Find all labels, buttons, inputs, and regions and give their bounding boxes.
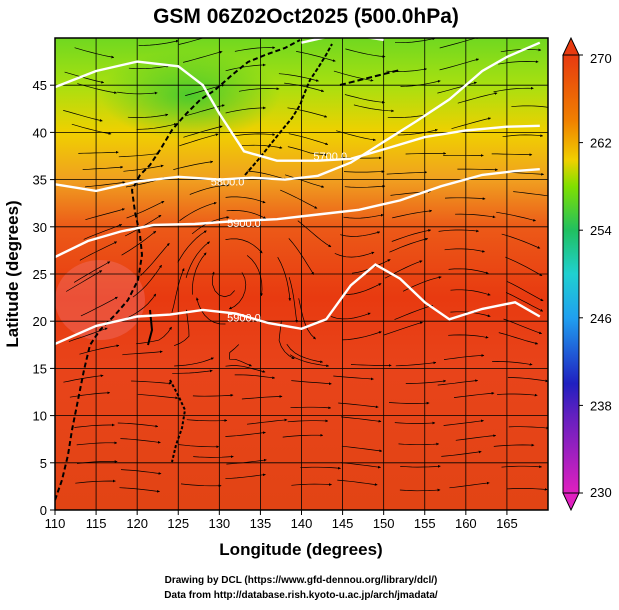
x-tick-label: 125: [167, 516, 189, 531]
x-tick-label: 155: [414, 516, 436, 531]
y-tick-label: 30: [33, 220, 47, 235]
colorbar-tick-label: 230: [590, 485, 612, 500]
colorbar: 230 238 246 254 262 270: [563, 38, 612, 510]
y-tick-label: 45: [33, 78, 47, 93]
y-tick-label: 25: [33, 267, 47, 282]
plot-area: 5700.0 5800.0 5900.0 5900.0: [55, 33, 553, 510]
y-tick-label: 0: [40, 503, 47, 518]
x-axis-ticks: 110 115 120 125 130 135 140 145 150 155 160 165: [45, 510, 518, 531]
y-axis-ticks: 0 5 10 15 20 25 30 35 40 45: [33, 78, 55, 518]
x-tick-label: 140: [291, 516, 313, 531]
credit-data: Data from http://database.rish.kyoto-u.a…: [164, 590, 438, 601]
colorbar-tick-label: 270: [590, 51, 612, 66]
contour-label: 5900.0: [227, 312, 261, 324]
y-tick-label: 10: [33, 409, 47, 424]
contour-label: 5900.0: [227, 218, 261, 230]
contour-label: 5800.0: [211, 176, 245, 188]
x-tick-label: 165: [496, 516, 518, 531]
colorbar-bar: [563, 55, 579, 493]
contour-label: 5700.0: [313, 151, 347, 163]
colorbar-ticks: 230 238 246 254 262 270: [579, 51, 612, 500]
credit-drawing: Drawing by DCL (https://www.gfd-dennou.o…: [165, 575, 438, 586]
colorbar-tick-label: 254: [590, 223, 612, 238]
x-tick-label: 135: [250, 516, 272, 531]
colorbar-upper-arrow: [563, 38, 579, 55]
colorbar-tick-label: 262: [590, 136, 612, 151]
y-tick-label: 20: [33, 314, 47, 329]
colorbar-tick-label: 238: [590, 398, 612, 413]
y-axis-label: Latitude (degrees): [3, 200, 22, 347]
x-tick-label: 150: [373, 516, 395, 531]
y-tick-label: 15: [33, 361, 47, 376]
y-tick-label: 5: [40, 456, 47, 471]
x-axis-label: Longitude (degrees): [219, 540, 382, 559]
x-tick-label: 115: [86, 516, 107, 531]
x-tick-label: 130: [208, 516, 230, 531]
x-tick-label: 160: [455, 516, 477, 531]
x-tick-label: 110: [45, 516, 66, 531]
chart-title: GSM 06Z02Oct2025 (500.0hPa): [153, 5, 459, 28]
y-tick-label: 40: [33, 125, 47, 140]
colorbar-tick-label: 246: [590, 311, 612, 326]
x-tick-label: 120: [126, 516, 148, 531]
colorbar-lower-arrow: [563, 493, 579, 510]
x-tick-label: 145: [332, 516, 354, 531]
y-tick-label: 35: [33, 173, 47, 188]
